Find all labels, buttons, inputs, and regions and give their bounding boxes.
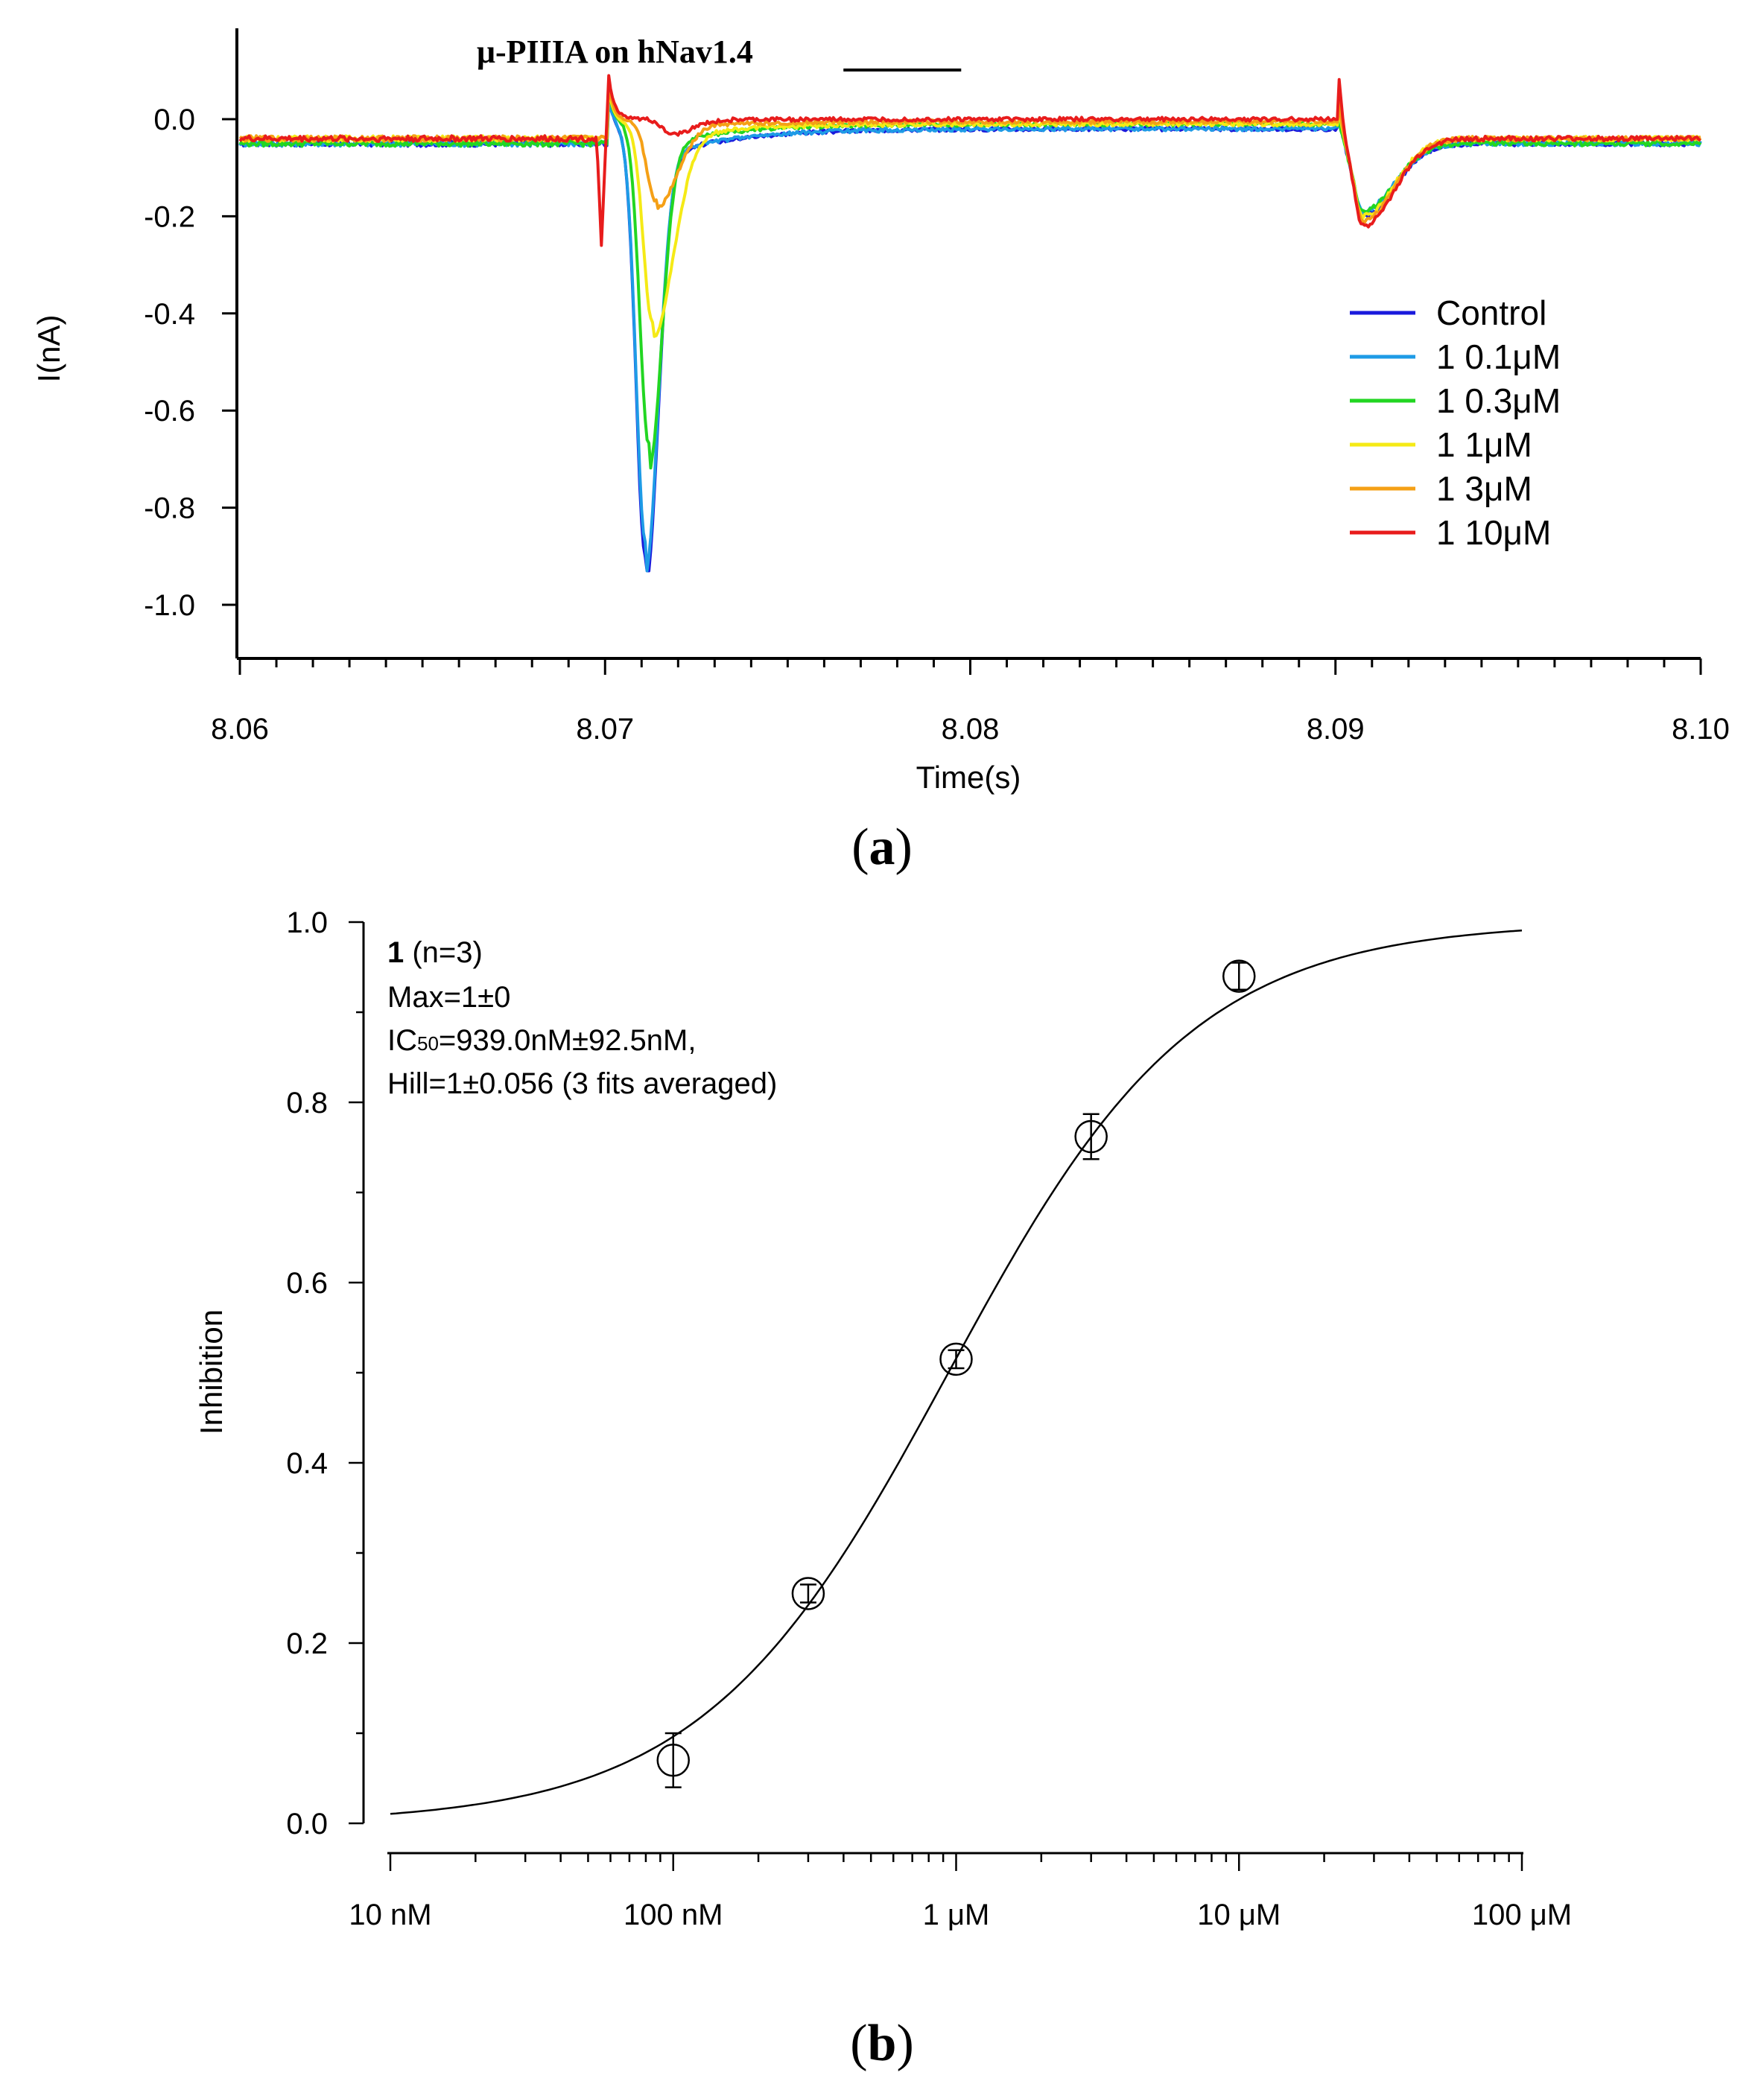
annotation-line-4: Hill=1±0.056 (3 fits averaged) [387, 1067, 777, 1100]
panel-b-data-points [656, 959, 1256, 1788]
data-point [1074, 1119, 1108, 1154]
data-point [939, 1342, 973, 1376]
panel-a-title: μ-PIIIA on hNav1.4 [477, 34, 753, 70]
y-tick-label: -0.6 [144, 395, 195, 428]
y-tick-label: -1.0 [144, 589, 195, 622]
x-tick-label: 8.09 [1307, 713, 1365, 746]
panel-b-y-axis-title: Inhibition [194, 1309, 229, 1435]
x-tick-label: 8.07 [576, 713, 634, 746]
panel-a-y-ticks: 0.0 -0.2 -0.4 -0.6 -0.8 -1.0 [144, 104, 237, 622]
panel-b-chart: 0.00.20.40.60.81.0 10 nM 100 nM 1 μM 10 μM 1… [194, 906, 1572, 2072]
x-tick-label: 8.08 [942, 713, 1000, 746]
y-tick-label: -0.4 [144, 298, 195, 331]
x-tick-label: 8.06 [211, 713, 269, 746]
y-tick-label: -0.2 [144, 200, 195, 233]
panel-a-label: (a) [851, 819, 913, 876]
annotation-line-2: Max=1±0 [387, 981, 510, 1014]
y-tick-label: 0.0 [286, 1808, 328, 1840]
trace-line [238, 84, 1701, 224]
y-tick-label: 0.0 [153, 104, 195, 136]
x-tick-label: 1 μM [923, 1899, 990, 1931]
panel-a-y-axis-title: I(nA) [31, 314, 66, 382]
x-tick-label: 8.10 [1672, 713, 1730, 746]
panel-b-y-ticks: 0.0 0.2 0.4 0.6 0.8 1.0 [286, 906, 364, 1840]
legend-label: 1 3μM [1436, 469, 1532, 508]
trace-line [238, 74, 1701, 247]
legend-label: 1 0.3μM [1436, 381, 1561, 420]
data-point [791, 1577, 825, 1610]
hill-fit-curve [390, 930, 1523, 1815]
fit-annotation: 1 (n=3) Max=1±0 IC50=939.0nM±92.5nM, Hil… [387, 936, 777, 1100]
legend-label: 1 10μM [1436, 513, 1551, 552]
y-tick-label: 0.8 [286, 1087, 328, 1119]
y-tick-label: -0.8 [144, 492, 195, 525]
panel-a-x-ticks: 8.06 8.07 8.08 8.09 8.10 [211, 658, 1730, 746]
y-tick-label: 1.0 [286, 906, 328, 939]
panel-a-legend: Control 1 0.1μM 1 0.3μM 1 1μM 1 3μM 1 10μM [1350, 293, 1561, 552]
legend-label: 1 0.1μM [1436, 337, 1561, 376]
y-tick-label: 0.2 [286, 1627, 328, 1660]
x-tick-label: 10 nM [349, 1899, 431, 1931]
panel-a-chart: 0.0 -0.2 -0.4 -0.6 -0.8 -1.0 8.06 8.07 8.08 8.09… [31, 28, 1730, 876]
panel-a-x-axis-title: Time(s) [916, 760, 1021, 795]
x-tick-label: 10 μM [1197, 1899, 1281, 1931]
y-tick-label: 0.6 [286, 1267, 328, 1300]
panel-b-x-ticks: 10 nM 100 nM 1 μM 10 μM 100 μM [349, 1853, 1572, 1931]
data-point [1222, 959, 1256, 993]
panel-a-traces [238, 74, 1702, 573]
legend-label: Control [1436, 293, 1546, 332]
legend-label: 1 1μM [1436, 425, 1532, 464]
annotation-line-3: IC50=939.0nM±92.5nM, [387, 1024, 696, 1057]
x-tick-label: 100 μM [1472, 1899, 1572, 1931]
y-tick-label: 0.4 [286, 1447, 328, 1480]
data-point [656, 1744, 690, 1777]
panel-b-label: (b) [850, 2015, 914, 2072]
annotation-line-1: 1 (n=3) [387, 936, 483, 969]
x-tick-label: 100 nM [624, 1899, 723, 1931]
